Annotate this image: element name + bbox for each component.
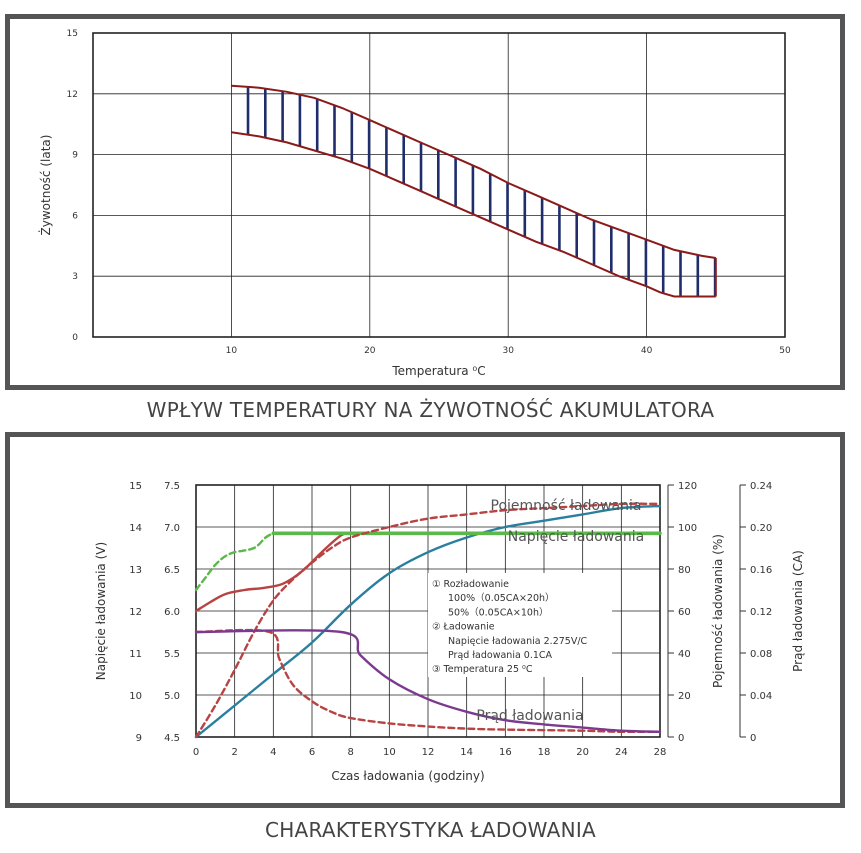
y-tick-label: 6 xyxy=(72,211,78,221)
x-tick-label: 10 xyxy=(383,747,396,758)
legend-box-line: Napięcie ładowania 2.275V/C xyxy=(448,636,588,647)
x-axis-label: Czas ładowania (godziny) xyxy=(331,769,484,783)
voltage-tick-label: 13 xyxy=(129,565,142,576)
y-tick-label: 9 xyxy=(72,151,78,161)
cell-voltage-tick-label: 7.0 xyxy=(164,523,180,534)
legend-box-line: 50%（0.05CA×10h） xyxy=(448,606,548,618)
current-tick-label: 0.04 xyxy=(750,691,772,702)
series-name-label: Napięcie ładowania xyxy=(508,529,644,545)
capacity-tick-label: 60 xyxy=(678,607,691,618)
series-line-red-dashed xyxy=(194,628,662,734)
series-line-purple-solid xyxy=(194,629,662,733)
voltage-tick-label: 11 xyxy=(129,649,142,660)
capacity-tick-label: 100 xyxy=(678,523,697,534)
current-tick-label: 0.16 xyxy=(750,565,772,576)
band-lower-line xyxy=(231,131,716,298)
voltage-tick-label: 9 xyxy=(136,733,142,744)
charging-chart-frame: 0 2 4 6 8 10 12 14 16 18 20 24 28 Czas ładowania (god… xyxy=(5,432,845,808)
x-tick-label: 16 xyxy=(499,747,512,758)
capacity-tick-label: 40 xyxy=(678,649,691,660)
y-tick-label: 15 xyxy=(67,29,78,39)
plot-area-border xyxy=(92,32,786,338)
x-tick-label: 6 xyxy=(309,747,315,758)
x-tick-label: 50 xyxy=(779,346,791,356)
series-line-teal-solid xyxy=(194,504,662,739)
x-tick-label: 10 xyxy=(226,346,238,356)
legend-box-bg xyxy=(428,573,612,677)
capacity-tick-label: 80 xyxy=(678,565,691,576)
x-tick-label: 0 xyxy=(193,747,199,758)
y-tick-label: 0 xyxy=(72,333,78,343)
y-tick-label: 12 xyxy=(67,90,78,100)
cell-voltage-tick-label: 6.0 xyxy=(164,607,180,618)
current-tick-label: 0 xyxy=(750,733,756,744)
current-axis-label: Prąd ładowania (CA) xyxy=(791,550,805,672)
y-axis-label: Żywotność (lata) xyxy=(38,135,53,236)
lifetime-chart-frame: 10 20 30 40 50 0 3 6 9 12 15 Temperatura ⁰C Żywotnoś… xyxy=(5,14,845,390)
series-line-red-dashed xyxy=(194,502,662,739)
legend-box-line: 100%（0.05CA×20h） xyxy=(448,592,555,604)
capacity-tick-label: 0 xyxy=(678,733,684,744)
capacity-axis-label: Pojemność ładowania (%) xyxy=(711,534,725,688)
x-tick-label: 20 xyxy=(576,747,589,758)
x-tick-label: 4 xyxy=(270,747,276,758)
x-tick-label: 18 xyxy=(538,747,551,758)
x-tick-label: 2 xyxy=(231,747,237,758)
x-tick-label: 30 xyxy=(502,346,514,356)
current-tick-label: 0.20 xyxy=(750,523,772,534)
x-tick-label: 20 xyxy=(364,346,376,356)
series-line-red-solid xyxy=(194,532,352,613)
voltage-tick-label: 14 xyxy=(129,523,142,534)
series-name-label: Prąd ładowania xyxy=(476,708,583,724)
band-upper-line xyxy=(231,84,716,259)
series-name-label: Pojemność ładowania xyxy=(491,498,642,514)
y-tick-label: 3 xyxy=(72,272,78,282)
charging-chart-caption: CHARAKTERYSTYKA ŁADOWANIA xyxy=(264,818,597,842)
capacity-tick-label: 20 xyxy=(678,691,691,702)
cell-voltage-tick-label: 5.0 xyxy=(164,691,180,702)
cell-voltage-tick-label: 7.5 xyxy=(164,481,180,492)
cell-voltage-tick-label: 6.5 xyxy=(164,565,180,576)
series-line-green-dashed xyxy=(194,532,275,592)
x-tick-label: 24 xyxy=(615,747,628,758)
x-tick-label: 14 xyxy=(460,747,473,758)
legend-box-line: ③ Temperatura 25 ⁰C xyxy=(432,664,533,675)
current-tick-label: 0.12 xyxy=(750,607,772,618)
lifetime-chart: 10 20 30 40 50 0 3 6 9 12 15 Temperatura ⁰C Żywotnoś… xyxy=(38,29,791,378)
current-tick-label: 0.24 xyxy=(750,481,772,492)
cell-voltage-tick-label: 4.5 xyxy=(164,733,180,744)
legend-box-line: ② Ładowanie xyxy=(432,622,495,633)
current-tick-label: 0.08 xyxy=(750,649,772,660)
x-tick-label: 28 xyxy=(654,747,667,758)
voltage-tick-label: 10 xyxy=(129,691,142,702)
voltage-tick-label: 15 xyxy=(129,481,142,492)
capacity-tick-label: 120 xyxy=(678,481,697,492)
legend-box-line: Prąd ładowania 0.1CA xyxy=(448,650,553,661)
x-tick-label: 12 xyxy=(422,747,435,758)
legend-box-line: ① Rozładowanie xyxy=(432,579,509,590)
x-tick-label: 40 xyxy=(641,346,653,356)
x-tick-label: 8 xyxy=(347,747,353,758)
cell-voltage-tick-label: 5.5 xyxy=(164,649,180,660)
voltage-tick-label: 12 xyxy=(129,607,142,618)
voltage-axis-label: Napięcie ładowania (V) xyxy=(94,542,108,680)
x-axis-label: Temperatura ⁰C xyxy=(391,364,485,378)
lifetime-chart-caption: WPŁYW TEMPERATURY NA ŻYWOTNOŚĆ AKUMULATO… xyxy=(146,398,715,422)
